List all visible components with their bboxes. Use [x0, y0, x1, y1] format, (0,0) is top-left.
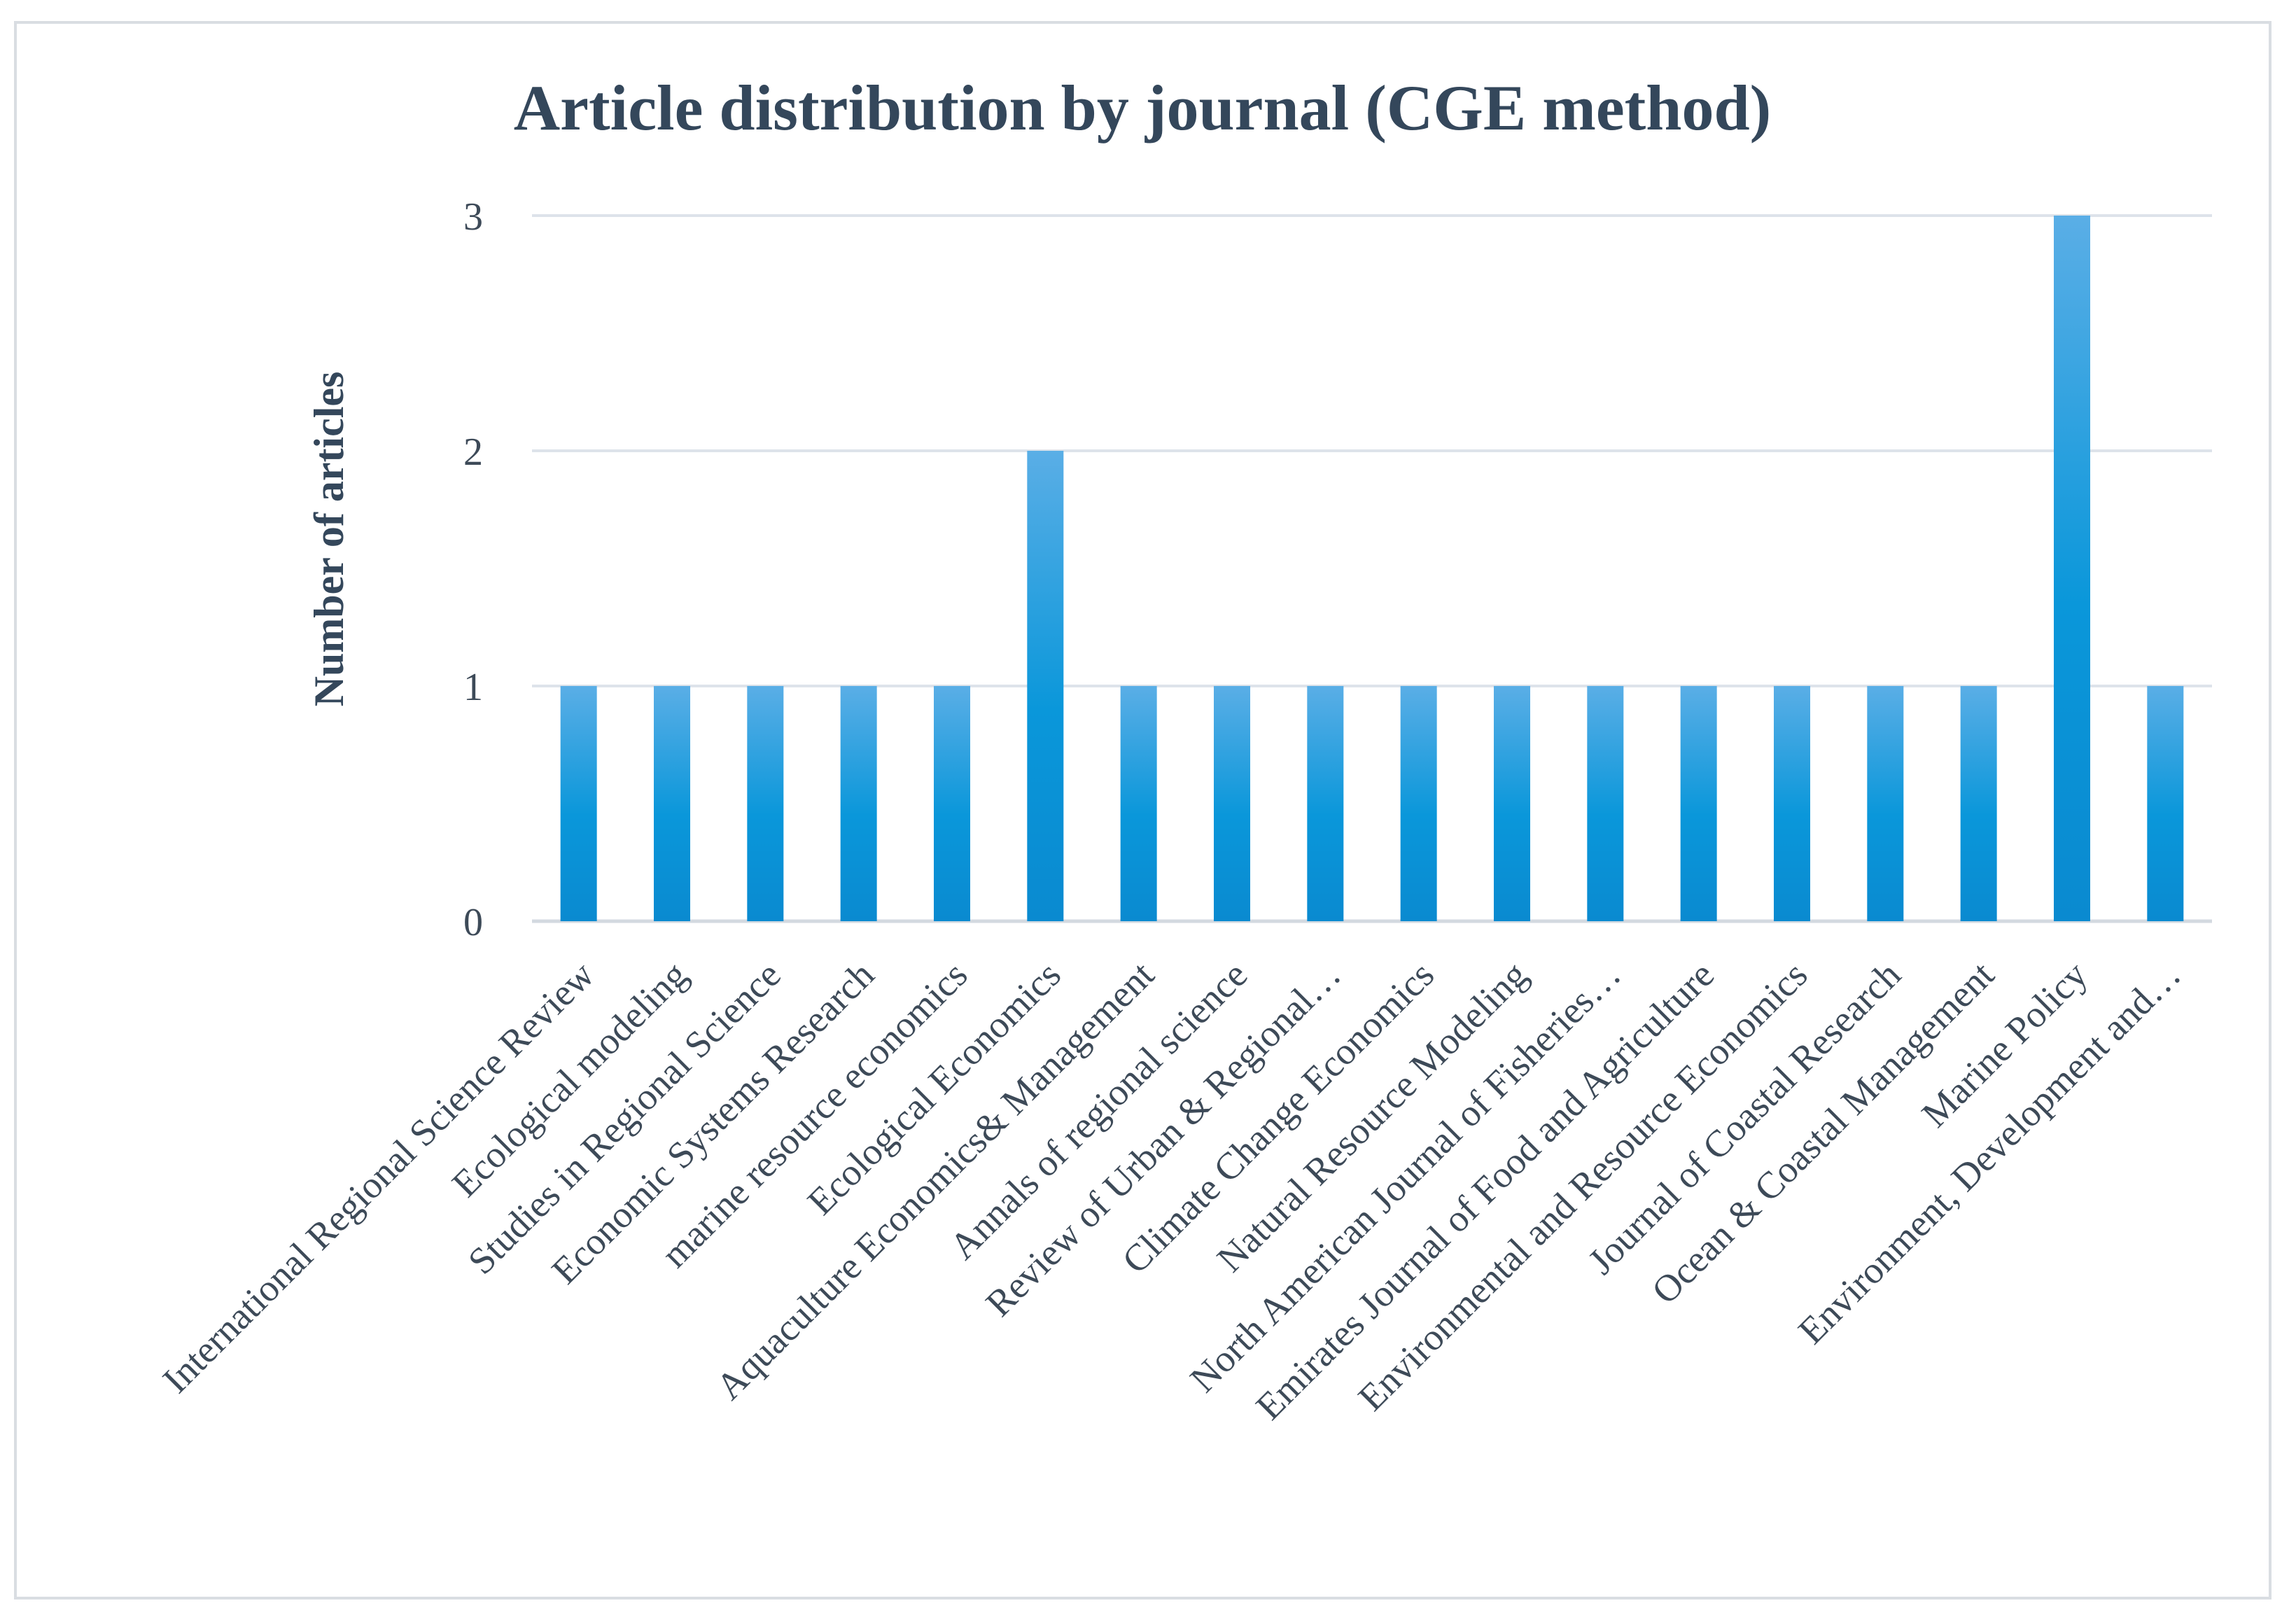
- bar: [1494, 686, 1530, 921]
- gridlines: [532, 214, 2212, 923]
- bar: [654, 686, 690, 921]
- y-tick-labels: 0 1 2 3: [463, 195, 483, 944]
- bar: [840, 686, 877, 921]
- bar: [934, 686, 970, 921]
- bar: [1120, 686, 1157, 921]
- bar: [2054, 216, 2090, 921]
- y-tick-label: 3: [463, 195, 483, 239]
- bar: [560, 686, 597, 921]
- bar: [1027, 451, 1064, 921]
- bar: [1680, 686, 1717, 921]
- y-tick-label: 0: [463, 901, 483, 944]
- bars: [560, 216, 2184, 921]
- bar: [2147, 686, 2184, 921]
- bar: [1587, 686, 1624, 921]
- bar: [1400, 686, 1437, 921]
- bar: [1307, 686, 1344, 921]
- chart-title: Article distribution by journal (CGE met…: [514, 72, 1772, 144]
- x-tick-labels: International Regional Science ReviewEco…: [155, 953, 2189, 1428]
- bar: [1960, 686, 1997, 921]
- bar: [747, 686, 784, 921]
- y-tick-label: 1: [463, 666, 483, 709]
- bar: [1867, 686, 1904, 921]
- bar: [1214, 686, 1250, 921]
- y-tick-label: 2: [463, 430, 483, 474]
- bar: [1774, 686, 1810, 921]
- y-axis-title: Number of articles: [306, 372, 352, 707]
